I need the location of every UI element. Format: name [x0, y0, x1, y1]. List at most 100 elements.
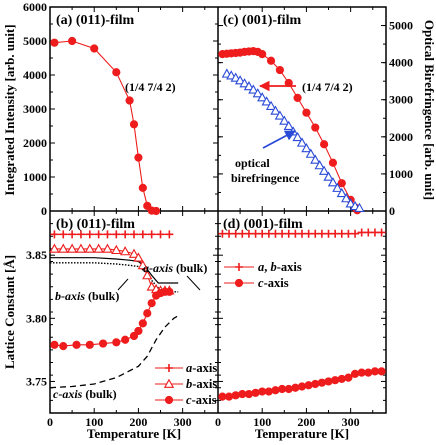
c-axis-001-point: [317, 378, 326, 387]
c-axis-001-point: [304, 381, 313, 390]
birefringence-point: [270, 105, 281, 115]
y-tick-label: 5000: [23, 34, 47, 48]
c-axis-001-point: [238, 389, 247, 399]
a-axis-011-point: [59, 230, 68, 239]
blue-arrow: [262, 130, 296, 149]
a-axis-011-point: [130, 230, 138, 239]
c-axis-001-point: [264, 387, 273, 396]
panel-a-label: (a) (011)-film: [56, 13, 134, 28]
intensity-001-point: [275, 65, 284, 75]
birefringence-point: [318, 165, 330, 175]
y-tick-label: 2000: [389, 130, 413, 144]
legend-marker: [164, 395, 174, 405]
birefringence-point: [252, 88, 263, 98]
birefringence-point: [310, 154, 321, 164]
birefringence-point: [301, 142, 312, 153]
c-axis-001-point: [370, 367, 380, 376]
c-axis-001-point: [350, 369, 360, 378]
y-tick-label: 3.85: [26, 248, 47, 262]
c-axis-011-point: [138, 319, 147, 328]
x-tick-label: 100: [253, 415, 271, 429]
birefringence-point: [354, 202, 365, 212]
y-tick-label: 3.75: [26, 374, 47, 388]
panel-c-annotation-line2: birefringence: [231, 171, 300, 185]
y-axis-title-intensity: Integrated Intensity [arb. unit]: [2, 24, 17, 195]
a-axis-011-point: [94, 230, 103, 239]
intensity-001-point: [311, 123, 320, 132]
c-axis-001-point: [311, 379, 320, 389]
birefringence-point: [265, 100, 277, 110]
c-axis-011-point: [85, 340, 94, 349]
c-axis-bulk-line: [49, 315, 179, 389]
c-axis-001-point: [231, 391, 240, 400]
intensity-011-point: [50, 38, 59, 47]
legend-label: c-axis: [186, 393, 217, 407]
y-tick-label: 3.80: [26, 311, 47, 325]
c-axis-011-point: [143, 309, 152, 318]
panel-a-annotation: (1/4 7/4 2): [125, 80, 176, 94]
b-axis-011-point: [128, 248, 140, 258]
a-axis-011-point: [76, 230, 85, 239]
y-tick-label: 6000: [23, 0, 47, 14]
c-axis-011-point: [112, 338, 121, 347]
intensity-001-point: [337, 179, 346, 188]
legend-marker: [234, 278, 244, 288]
a-axis-011-point: [121, 230, 130, 239]
intensity-011-point: [90, 44, 99, 53]
legend-label: c-axis: [258, 276, 289, 290]
c-axis-011-point: [50, 340, 59, 349]
legend-label: b-axis: [186, 377, 217, 391]
x-axis-title-left: Temperature [K]: [87, 426, 181, 441]
c-axis-001-point: [271, 386, 280, 395]
legend-label: a-axis: [186, 361, 217, 375]
c-axis-bulk-label: c-axis (bulk): [53, 387, 117, 401]
legend-marker: [165, 364, 173, 372]
legend-marker: [163, 378, 175, 388]
intensity-001-point: [328, 158, 338, 167]
intensity-011-point: [134, 153, 143, 162]
birefringence-point: [248, 84, 259, 94]
y-tick-label: 4000: [23, 68, 47, 82]
b-axis-011-point: [120, 246, 131, 256]
birefringence-point: [239, 78, 250, 88]
y-tick-label: 3000: [23, 102, 47, 116]
intensity-011-point: [68, 36, 77, 46]
c-axis-011-point: [129, 331, 139, 341]
a-axis-011-point: [165, 230, 174, 239]
birefringence-point: [305, 148, 316, 158]
c-axis-011-point: [72, 340, 81, 349]
c-axis-001-point: [251, 388, 260, 397]
c-axis-011-point: [134, 326, 143, 336]
c-axis-011-point: [165, 287, 174, 296]
b-axis-011-point: [111, 244, 122, 255]
b-axis-011-point: [75, 243, 87, 253]
x-tick-label: 200: [297, 415, 315, 429]
x-tick-label: 200: [129, 415, 147, 429]
a-axis-011-point: [85, 230, 94, 239]
intensity-001-point: [302, 108, 311, 117]
c-axis-001-point: [337, 374, 346, 384]
a-axis-011-point: [68, 230, 77, 239]
a-axis-011-point: [156, 230, 165, 239]
legend-marker: [235, 263, 243, 271]
legend-label: a, b-axis: [258, 260, 302, 274]
ab-axis-001-point: [351, 229, 360, 238]
c-axis-001-point: [244, 389, 254, 399]
intensity-011-point: [138, 183, 147, 192]
x-axis-title-right: Temperature [K]: [255, 426, 349, 441]
c-axis-001-point: [364, 368, 373, 377]
a-axis-bulk-label: a-axis (bulk): [143, 261, 207, 275]
c-axis-011-point: [59, 341, 68, 351]
intensity-001-point: [258, 50, 267, 59]
panel-d-label: (d) (001)-film: [223, 217, 303, 232]
y-tick-label: 0: [41, 204, 47, 218]
y-tick-label: 1000: [389, 167, 413, 181]
b-axis-011-point: [133, 252, 144, 262]
b-axis-011-point: [102, 243, 113, 253]
birefringence-point: [274, 110, 286, 120]
x-tick-label: 0: [47, 415, 53, 429]
intensity-001-point: [320, 140, 329, 149]
intensity-011-point: [112, 68, 121, 77]
x-tick-label: 0: [215, 415, 221, 429]
